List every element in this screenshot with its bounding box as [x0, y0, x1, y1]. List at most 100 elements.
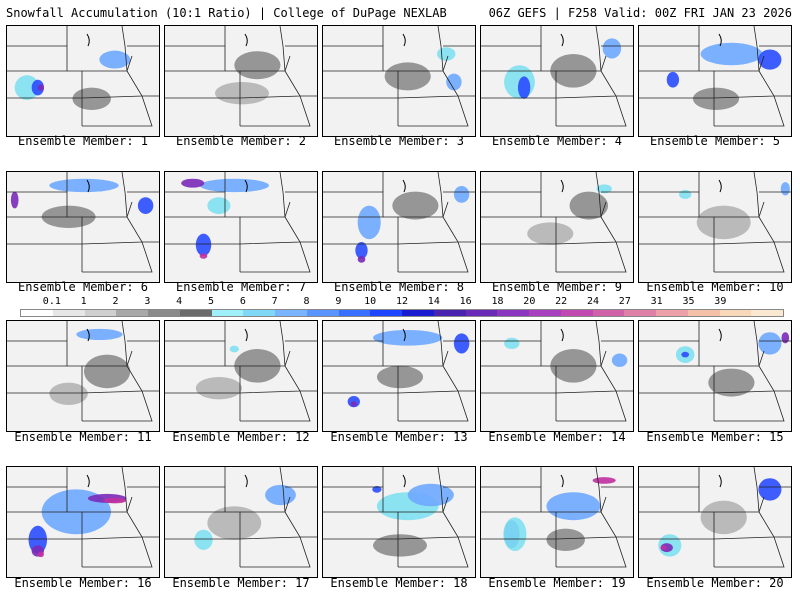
- snowfall-area: [504, 337, 520, 349]
- snowfall-map: [7, 172, 159, 282]
- snowfall-area: [453, 333, 470, 354]
- state-boundary: [7, 216, 83, 245]
- state-boundary: [714, 95, 785, 127]
- colorbar-swatch: [497, 310, 529, 316]
- snowfall-area: [357, 205, 381, 240]
- state-boundary: [7, 511, 83, 540]
- ensemble-member-label: Ensemble Member: 19: [488, 576, 626, 590]
- state-boundary: [323, 216, 399, 245]
- river-line: [244, 474, 248, 488]
- river-line: [402, 474, 406, 488]
- state-boundary: [556, 241, 627, 273]
- snowfall-area: [373, 534, 427, 557]
- state-boundary: [481, 511, 557, 540]
- colorbar-swatch: [84, 310, 117, 316]
- ensemble-panel: [164, 171, 318, 283]
- river-line: [244, 33, 248, 47]
- state-boundary: [753, 321, 760, 367]
- ensemble-member-label: Ensemble Member: 10: [646, 280, 784, 294]
- state-boundary: [398, 536, 469, 568]
- ensemble-member-label: Ensemble Member: 14: [488, 430, 626, 444]
- colorbar-swatch: [402, 310, 434, 316]
- snowfall-map: [7, 321, 159, 431]
- snowfall-area: [453, 186, 470, 203]
- snowfall-area: [392, 191, 439, 220]
- ensemble-panel: [322, 25, 476, 137]
- river-line: [402, 179, 406, 193]
- ensemble-member-label: Ensemble Member: 5: [649, 134, 781, 148]
- state-boundary: [165, 216, 241, 245]
- ensemble-panel: [322, 466, 476, 578]
- colorbar-tick-label: 39: [714, 296, 727, 307]
- ensemble-panel: [638, 171, 792, 283]
- snowfall-area: [758, 49, 782, 70]
- map-background: [165, 26, 317, 136]
- snowfall-area: [37, 551, 44, 558]
- state-boundary: [595, 172, 602, 218]
- colorbar-swatch: [211, 310, 244, 316]
- state-boundary: [165, 365, 241, 394]
- state-boundary: [82, 390, 153, 422]
- state-boundary: [398, 241, 469, 273]
- state-boundary: [121, 467, 128, 513]
- snowfall-colorbar: [20, 309, 784, 317]
- ensemble-panel: [638, 466, 792, 578]
- state-boundary: [323, 486, 384, 513]
- state-boundary: [639, 216, 715, 245]
- state-boundary: [481, 70, 557, 99]
- snowfall-area: [76, 328, 123, 341]
- snowfall-area: [780, 182, 790, 196]
- colorbar-tick-label: 35: [682, 296, 695, 307]
- state-boundary: [279, 467, 286, 513]
- colorbar-swatch: [719, 310, 752, 316]
- colorbar-tick-label: 31: [650, 296, 663, 307]
- ensemble-panel: [164, 25, 318, 137]
- state-boundary: [437, 467, 444, 513]
- ensemble-member-label: Ensemble Member: 2: [175, 134, 307, 148]
- ensemble-member-label: Ensemble Member: 7: [175, 280, 307, 294]
- snowfall-area: [666, 71, 680, 88]
- snowfall-area: [503, 517, 527, 551]
- ensemble-member-label: Ensemble Member: 4: [491, 134, 623, 148]
- snowfall-area: [781, 332, 790, 344]
- state-boundary: [481, 365, 557, 394]
- state-boundary: [323, 45, 384, 72]
- colorbar-tick-label: 10: [364, 296, 377, 307]
- state-boundary: [7, 365, 83, 394]
- snowfall-area: [384, 62, 431, 91]
- state-boundary: [165, 45, 226, 72]
- state-boundary: [240, 95, 311, 127]
- state-boundary: [7, 340, 68, 367]
- snowfall-area: [373, 329, 443, 346]
- snowfall-area: [546, 492, 601, 521]
- ensemble-panel: [6, 171, 160, 283]
- colorbar-swatch: [624, 310, 656, 316]
- snowfall-area: [207, 506, 262, 540]
- state-boundary: [165, 511, 241, 540]
- snowfall-map: [323, 321, 475, 431]
- colorbar-tick-label: 1: [80, 296, 87, 307]
- colorbar-swatch: [243, 310, 275, 316]
- river-line: [86, 179, 90, 193]
- snowfall-area: [195, 233, 212, 256]
- state-boundary: [595, 321, 602, 367]
- river-line: [560, 328, 564, 342]
- snowfall-area: [446, 73, 462, 91]
- colorbar-tick-label: 27: [618, 296, 631, 307]
- ensemble-panel: [480, 320, 634, 432]
- ensemble-member-label: Ensemble Member: 18: [330, 576, 468, 590]
- ensemble-panel: [6, 320, 160, 432]
- snowfall-map: [481, 321, 633, 431]
- colorbar-swatch: [433, 310, 466, 316]
- map-background: [639, 26, 791, 136]
- ensemble-member-label: Ensemble Member: 17: [172, 576, 310, 590]
- colorbar-tick-label: 18: [491, 296, 504, 307]
- snowfall-area: [194, 529, 213, 550]
- river-line: [86, 474, 90, 488]
- state-boundary: [714, 536, 785, 568]
- ensemble-panel: [638, 25, 792, 137]
- snowfall-map: [481, 172, 633, 282]
- state-boundary: [556, 390, 627, 422]
- snowfall-area: [681, 351, 690, 358]
- state-boundary: [240, 390, 311, 422]
